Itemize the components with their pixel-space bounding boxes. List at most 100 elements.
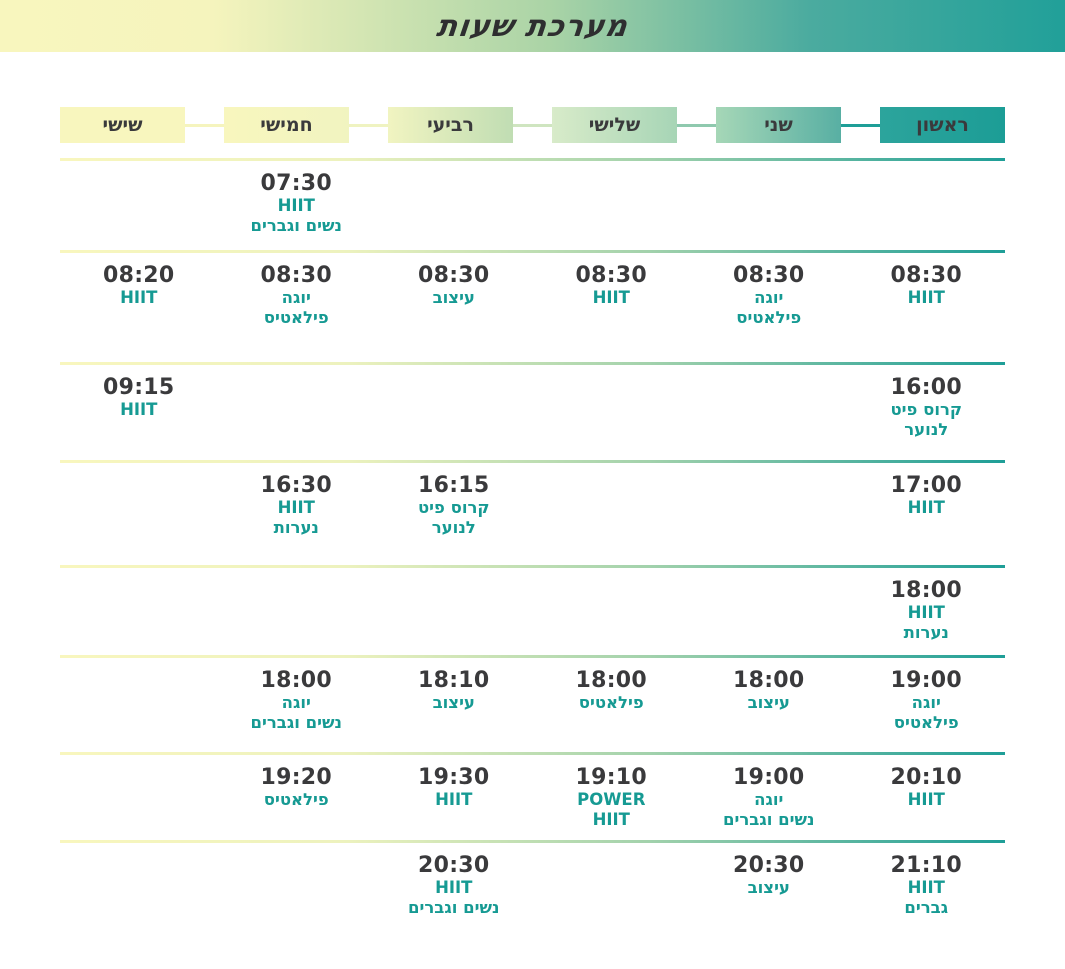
class-cell-thursday: 07:30 HIIT נשים וגברים xyxy=(218,161,376,250)
class-time: 19:10 xyxy=(575,765,648,790)
class-cell-thursday: 08:30 יוגה פילאטיס xyxy=(218,253,376,362)
class-time: 19:00 xyxy=(890,668,963,693)
class-time: 18:10 xyxy=(417,668,490,693)
class-name-line: HIIT xyxy=(277,498,315,518)
empty-cell xyxy=(533,463,691,565)
empty-cell xyxy=(375,365,533,460)
row-separator-line xyxy=(60,840,1005,843)
class-time: 20:30 xyxy=(417,853,490,878)
title-banner: מערכת שעות xyxy=(0,0,1065,52)
class-time: 19:00 xyxy=(732,765,805,790)
empty-cell xyxy=(60,843,218,943)
class-cell-sunday: 17:00 HIIT xyxy=(848,463,1006,565)
class-cell-wednesday: 20:30 HIIT נשים וגברים xyxy=(375,843,533,943)
class-name-line: עיצוב xyxy=(747,878,790,898)
class-name-line: HIIT xyxy=(907,288,945,308)
day-tab-tuesday: שלישי xyxy=(552,107,677,143)
class-time: 07:30 xyxy=(260,171,333,196)
class-time: 16:15 xyxy=(417,473,490,498)
day-tab-monday: שני xyxy=(716,107,841,143)
row-separator-line xyxy=(60,362,1005,365)
empty-cell xyxy=(533,568,691,655)
schedule-row: 16:00 קרוס פיט לנוער 09:15 HIIT xyxy=(60,365,1005,460)
class-name-line: עיצוב xyxy=(747,693,790,713)
class-time: 18:00 xyxy=(890,578,963,603)
class-time: 18:00 xyxy=(260,668,333,693)
class-cell-wednesday: 18:10 עיצוב xyxy=(375,658,533,752)
class-name-line: לנוער xyxy=(431,518,476,538)
schedule-content: ראשון שני שלישי רביעי חמישי שישי 07:30 HIIT נשי… xyxy=(0,107,1065,969)
class-name-line: נשים וגברים xyxy=(250,713,342,733)
class-cell-wednesday: 16:15 קרוס פיט לנוער xyxy=(375,463,533,565)
class-name-line: יוגה xyxy=(911,693,941,713)
tab-connector-line xyxy=(677,123,716,127)
schedule-row: 18:00 HIIT נערות xyxy=(60,568,1005,655)
empty-cell xyxy=(218,365,376,460)
class-time: 09:15 xyxy=(102,375,175,400)
class-name-line: עיצוב xyxy=(432,288,475,308)
schedule-row: 19:00 יוגה פילאטיס 18:00 עיצוב 18:00 פילאטיס 18… xyxy=(60,658,1005,752)
class-time: 19:20 xyxy=(260,765,333,790)
schedule-row: 21:10 HIIT גברים 20:30 עיצוב 20:30 HIIT נשים וג… xyxy=(60,843,1005,943)
tab-connector-line xyxy=(349,123,388,127)
class-cell-tuesday: 19:10 POWER HIIT xyxy=(533,755,691,840)
class-time: 17:00 xyxy=(890,473,963,498)
class-time: 08:30 xyxy=(260,263,333,288)
class-time: 16:00 xyxy=(890,375,963,400)
class-time: 08:30 xyxy=(732,263,805,288)
class-name-line: גברים xyxy=(904,898,949,918)
empty-cell xyxy=(533,161,691,250)
schedule-row: 07:30 HIIT נשים וגברים xyxy=(60,161,1005,250)
empty-cell xyxy=(690,568,848,655)
class-time: 20:30 xyxy=(732,853,805,878)
row-separator-line xyxy=(60,460,1005,463)
class-time: 18:00 xyxy=(732,668,805,693)
schedule-row: 20:10 HIIT 19:00 יוגה נשים וגברים 19:10 POWER H… xyxy=(60,755,1005,840)
class-name-line: יוגה xyxy=(754,288,784,308)
class-cell-sunday: 18:00 HIIT נערות xyxy=(848,568,1006,655)
class-cell-friday: 08:20 HIIT xyxy=(60,253,218,362)
row-separator-line xyxy=(60,752,1005,755)
class-cell-friday: 09:15 HIIT xyxy=(60,365,218,460)
day-tab-sunday: ראשון xyxy=(880,107,1005,143)
class-cell-thursday: 19:20 פילאטיס xyxy=(218,755,376,840)
row-separator-line xyxy=(60,250,1005,253)
empty-cell xyxy=(533,365,691,460)
day-header-row: ראשון שני שלישי רביעי חמישי שישי xyxy=(60,107,1005,143)
row-separator-line xyxy=(60,158,1005,161)
class-name-line: יוגה xyxy=(281,288,311,308)
row-separator-line xyxy=(60,565,1005,568)
class-cell-tuesday: 18:00 פילאטיס xyxy=(533,658,691,752)
empty-cell xyxy=(375,161,533,250)
class-name-line: פילאטיס xyxy=(263,790,329,810)
class-cell-monday: 20:30 עיצוב xyxy=(690,843,848,943)
class-name-line: פילאטיס xyxy=(578,693,644,713)
class-name-line: נערות xyxy=(903,623,949,643)
class-name-line: נערות xyxy=(273,518,319,538)
class-name-line: HIIT xyxy=(435,790,473,810)
class-time: 21:10 xyxy=(890,853,963,878)
empty-cell xyxy=(60,463,218,565)
class-name-line: יוגה xyxy=(281,693,311,713)
class-name-line: POWER xyxy=(577,790,646,810)
class-cell-wednesday: 08:30 עיצוב xyxy=(375,253,533,362)
schedule-row: 08:30 HIIT 08:30 יוגה פילאטיס 08:30 HIIT 08:30 ע… xyxy=(60,253,1005,362)
day-tab-thursday: חמישי xyxy=(224,107,349,143)
class-time: 18:00 xyxy=(575,668,648,693)
class-name-line: נשים וגברים xyxy=(408,898,500,918)
class-cell-sunday: 19:00 יוגה פילאטיס xyxy=(848,658,1006,752)
tab-connector-line xyxy=(513,123,552,127)
class-name-line: HIIT xyxy=(907,603,945,623)
class-name-line: HIIT xyxy=(120,400,158,420)
class-name-line: HIIT xyxy=(907,878,945,898)
empty-cell xyxy=(690,365,848,460)
class-time: 19:30 xyxy=(417,765,490,790)
empty-cell xyxy=(375,568,533,655)
class-name-line: נשים וגברים xyxy=(723,810,815,830)
class-cell-sunday: 20:10 HIIT xyxy=(848,755,1006,840)
schedule-body: 07:30 HIIT נשים וגברים 08:30 HIIT 08:30 יוגה פי… xyxy=(60,158,1005,943)
class-cell-thursday: 16:30 HIIT נערות xyxy=(218,463,376,565)
class-name-line: HIIT xyxy=(907,498,945,518)
tab-connector-line xyxy=(841,123,880,127)
